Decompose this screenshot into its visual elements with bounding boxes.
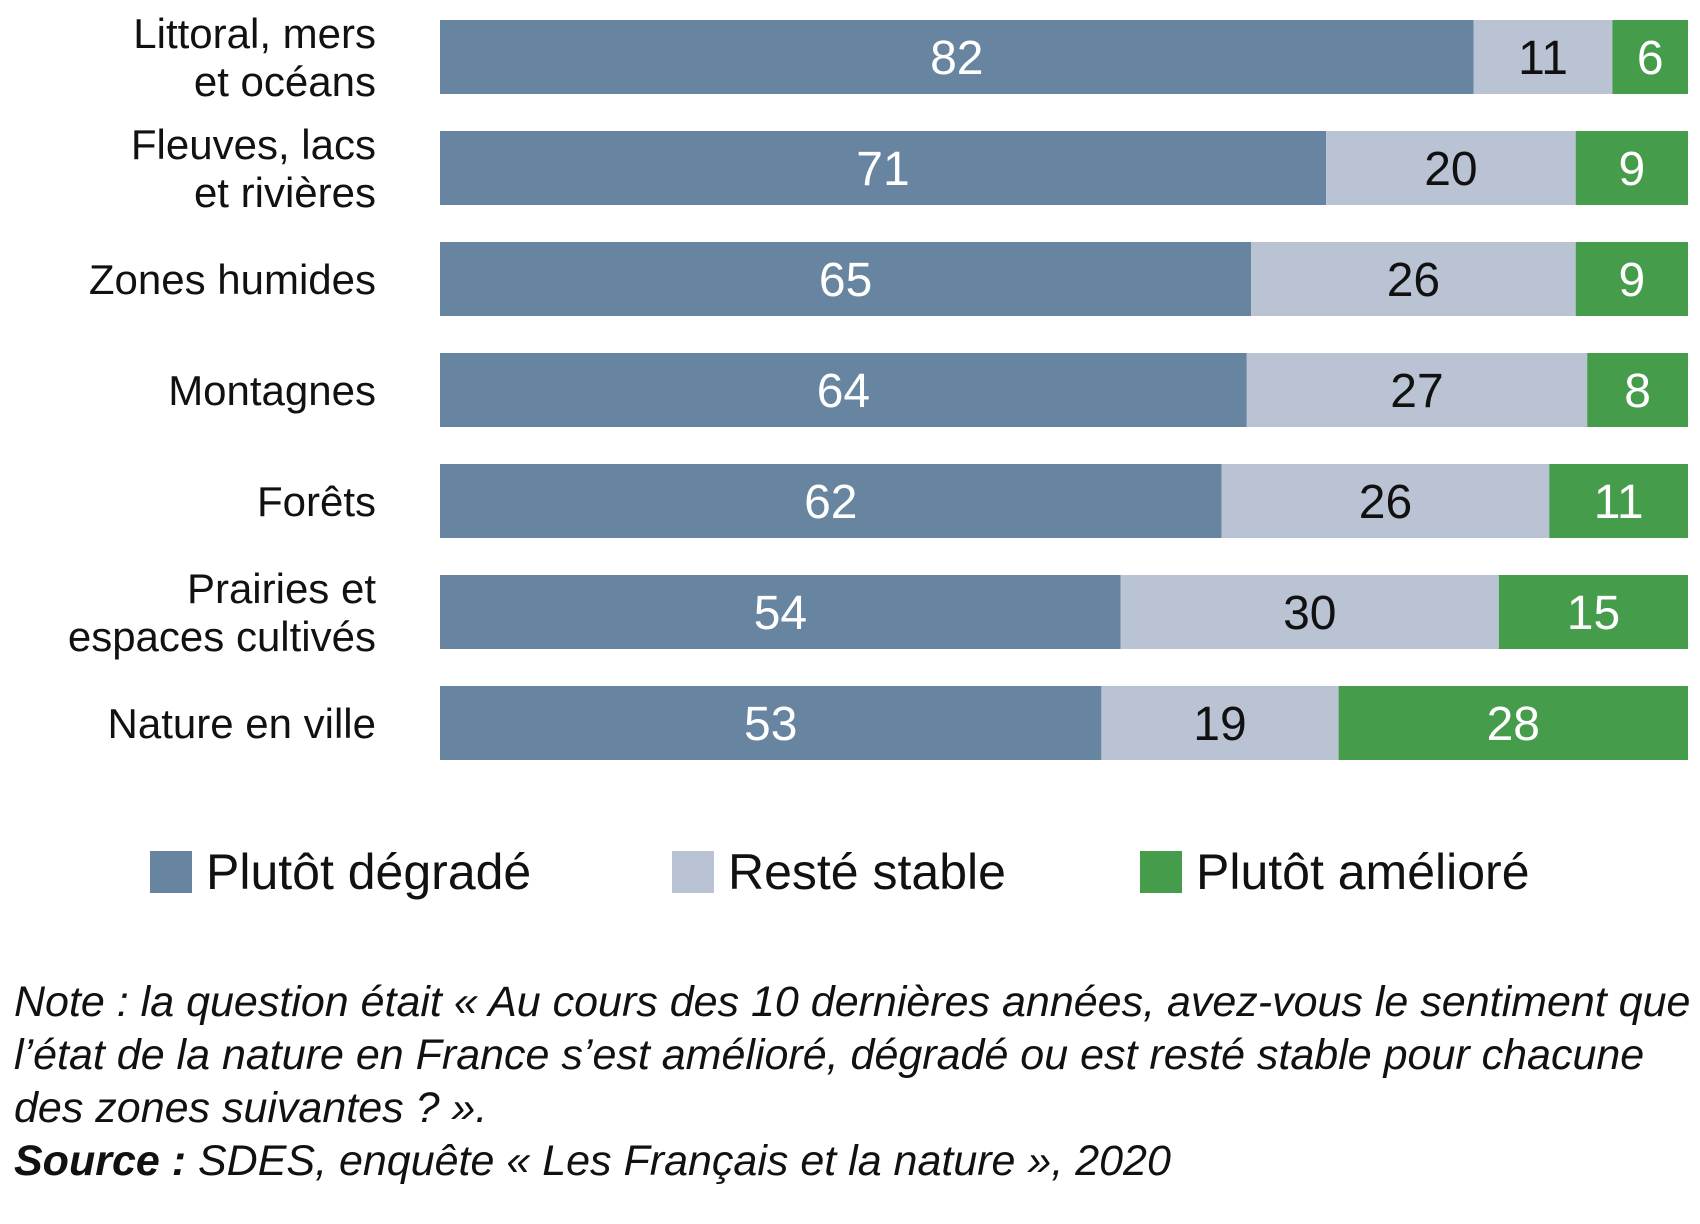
- bar-segment-2-row-5: [1221, 464, 1550, 538]
- bar-segment-2-row-6: [1120, 575, 1499, 649]
- bar-segment-2-row-4: [1246, 353, 1588, 427]
- category-label-1-line-1: Littoral, mers: [133, 10, 376, 57]
- category-label-5-line-1: Forêts: [257, 478, 376, 525]
- bar-segment-3-row-2: [1575, 131, 1688, 205]
- bar-segment-1-row-6: [440, 575, 1121, 649]
- data-label-1-row-4: 64: [817, 365, 870, 418]
- data-label-3-row-7: 28: [1487, 698, 1540, 751]
- category-label-3-line-1: Zones humides: [89, 256, 376, 303]
- legend-label-1: Plutôt dégradé: [206, 844, 531, 900]
- note-text: Note : la question était « Au cours des …: [14, 978, 1691, 1132]
- data-label-2-row-4: 27: [1390, 365, 1443, 418]
- bar-segment-3-row-4: [1587, 353, 1688, 427]
- data-label-2-row-3: 26: [1387, 254, 1440, 307]
- bar-segment-1-row-2: [440, 131, 1327, 205]
- data-label-1-row-3: 65: [819, 254, 872, 307]
- category-label-1-line-2: et océans: [194, 58, 376, 105]
- legend-label-3: Plutôt amélioré: [1196, 844, 1530, 900]
- legend-swatch-1: [150, 851, 192, 893]
- data-label-1-row-5: 62: [804, 476, 857, 529]
- bar-segment-1-row-7: [440, 686, 1102, 760]
- legend-swatch-3: [1140, 851, 1182, 893]
- bar-segment-3-row-7: [1338, 686, 1688, 760]
- data-label-3-row-5: 11: [1594, 476, 1644, 529]
- bars-group: 82 11 6 71 20 9 65 26 9 64 27 8 62 26 11 54 30 15 53 19 28: [440, 20, 1688, 760]
- bar-segment-2-row-1: [1473, 20, 1613, 94]
- source-line: Source : SDES, enquête « Les Français et…: [14, 1135, 1694, 1188]
- category-label-6-line-1: Prairies et: [187, 565, 376, 612]
- category-label-2-line-1: Fleuves, lacs: [131, 121, 376, 168]
- data-label-3-row-1: 6: [1637, 32, 1664, 85]
- bar-segment-3-row-3: [1575, 242, 1688, 316]
- source-text: SDES, enquête « Les Français et la natur…: [186, 1137, 1171, 1185]
- bar-segment-3-row-6: [1498, 575, 1688, 649]
- data-label-3-row-4: 8: [1624, 365, 1651, 418]
- data-label-1-row-6: 54: [754, 587, 807, 640]
- bar-segment-2-row-2: [1326, 131, 1576, 205]
- data-label-2-row-6: 30: [1283, 587, 1336, 640]
- source-label: Source :: [14, 1137, 187, 1185]
- legend: Plutôt dégradé Resté stable Plutôt amélior…: [150, 844, 1530, 900]
- data-label-1-row-7: 53: [744, 698, 797, 751]
- bar-segment-1-row-1: [440, 20, 1474, 94]
- data-label-3-row-3: 9: [1618, 254, 1645, 307]
- data-label-3-row-2: 9: [1618, 143, 1645, 196]
- category-label-6-line-2: espaces cultivés: [68, 613, 376, 660]
- bar-segment-2-row-7: [1101, 686, 1339, 760]
- bar-segment-2-row-3: [1251, 242, 1576, 316]
- legend-swatch-2: [672, 851, 714, 893]
- stacked-bar-chart: 82 11 6 71 20 9 65 26 9 64 27 8 62 26 11 54 30 15 53 19 28 L…: [68, 10, 1688, 900]
- bar-segment-1-row-4: [440, 353, 1247, 427]
- data-label-2-row-7: 19: [1193, 698, 1246, 751]
- data-label-2-row-2: 20: [1424, 143, 1477, 196]
- category-label-4-line-1: Montagnes: [168, 367, 376, 414]
- data-label-1-row-2: 71: [856, 143, 909, 196]
- category-label-7-line-1: Nature en ville: [108, 700, 376, 747]
- chart-notes: Note : la question était « Au cours des …: [14, 976, 1694, 1188]
- category-label-2-line-2: et rivières: [194, 169, 376, 216]
- bar-segment-3-row-5: [1549, 464, 1688, 538]
- data-label-2-row-5: 26: [1359, 476, 1412, 529]
- data-label-2-row-1: 11: [1518, 32, 1568, 85]
- bar-segment-3-row-1: [1612, 20, 1688, 94]
- legend-label-2: Resté stable: [728, 844, 1006, 900]
- data-label-3-row-6: 15: [1567, 587, 1620, 640]
- bar-segment-1-row-3: [440, 242, 1252, 316]
- data-label-1-row-1: 82: [930, 32, 983, 85]
- bar-segment-1-row-5: [440, 464, 1222, 538]
